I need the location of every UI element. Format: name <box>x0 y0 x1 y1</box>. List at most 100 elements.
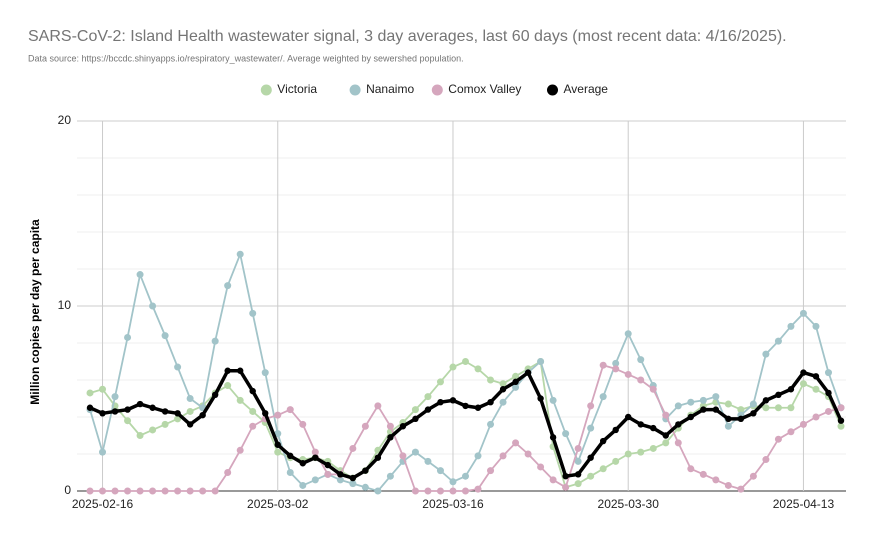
data-point <box>99 487 107 495</box>
data-point <box>562 483 570 491</box>
data-point <box>637 356 645 364</box>
data-point <box>224 382 232 390</box>
data-point <box>349 480 357 488</box>
data-point <box>362 467 369 474</box>
data-point <box>587 472 595 480</box>
y-tick-label: 0 <box>64 483 71 497</box>
data-point <box>712 406 720 413</box>
data-point <box>437 399 444 406</box>
legend-swatch <box>431 84 443 96</box>
data-point <box>624 370 632 378</box>
data-point <box>236 446 244 454</box>
data-point <box>424 457 432 465</box>
data-point <box>612 426 619 434</box>
data-point <box>86 487 94 495</box>
data-point <box>312 454 319 461</box>
data-point <box>537 395 544 402</box>
data-point <box>349 474 357 482</box>
x-tick-label: 2025-03-02 <box>247 497 309 511</box>
legend-swatch <box>349 84 361 96</box>
data-point <box>712 393 720 401</box>
y-tick-label: 10 <box>58 298 72 312</box>
data-point <box>336 476 344 484</box>
y-tick-label: 20 <box>58 113 72 127</box>
data-point <box>599 393 607 401</box>
data-point <box>612 359 620 367</box>
data-point <box>762 397 770 404</box>
data-point <box>499 452 507 460</box>
data-point <box>462 358 469 365</box>
data-point <box>487 420 495 428</box>
data-point <box>637 376 645 384</box>
data-point <box>186 421 194 428</box>
data-point <box>249 422 257 430</box>
data-point <box>650 424 657 432</box>
data-point <box>412 415 419 423</box>
data-point <box>812 373 820 380</box>
data-point <box>399 423 407 430</box>
data-point <box>411 406 419 414</box>
x-tick-label: 2025-03-16 <box>422 497 484 511</box>
data-point <box>474 404 482 411</box>
data-point <box>311 476 319 484</box>
data-point <box>199 411 206 419</box>
data-point <box>174 487 182 495</box>
data-point <box>712 476 720 484</box>
data-point <box>286 406 294 414</box>
data-point <box>824 407 832 415</box>
data-point <box>361 422 369 430</box>
data-point <box>512 439 520 447</box>
data-point <box>111 408 119 415</box>
data-point <box>674 402 682 410</box>
data-point <box>800 369 807 376</box>
data-point <box>762 404 770 412</box>
data-point <box>725 415 732 423</box>
legend-label: Nanaimo <box>366 82 414 96</box>
data-point <box>625 413 632 421</box>
data-point <box>587 454 594 461</box>
data-point <box>699 396 707 404</box>
data-point <box>136 487 144 495</box>
data-point <box>737 415 745 423</box>
data-point <box>387 434 394 441</box>
data-point <box>774 404 782 412</box>
data-point <box>687 465 695 473</box>
data-point <box>324 470 332 478</box>
data-point <box>462 487 469 495</box>
data-point <box>436 487 444 495</box>
data-point <box>337 471 344 478</box>
data-point <box>674 439 682 447</box>
data-point <box>724 481 732 489</box>
data-point <box>787 386 795 393</box>
data-point <box>487 399 494 406</box>
chart-title: SARS-CoV-2: Island Health wastewater sig… <box>28 28 787 45</box>
data-point <box>136 400 144 408</box>
data-point <box>512 378 519 386</box>
data-point <box>174 363 182 371</box>
data-point <box>286 469 294 476</box>
data-point <box>299 460 306 467</box>
data-point <box>274 411 282 419</box>
data-point <box>474 365 482 373</box>
data-point <box>449 363 457 371</box>
data-point <box>675 421 682 428</box>
data-point <box>787 404 795 412</box>
data-point <box>774 337 782 345</box>
data-point <box>211 487 219 495</box>
data-point <box>436 378 444 386</box>
data-point <box>499 380 507 388</box>
data-point <box>549 476 557 484</box>
data-point <box>374 402 382 410</box>
data-point <box>411 487 419 495</box>
data-point <box>474 452 482 460</box>
data-point <box>411 448 419 456</box>
x-tick-label: 2025-03-30 <box>598 497 660 511</box>
data-point <box>699 470 707 478</box>
data-point <box>211 391 219 398</box>
data-point <box>574 471 582 478</box>
data-point <box>224 282 232 290</box>
data-point <box>549 396 557 404</box>
data-point <box>136 432 144 439</box>
data-point <box>449 487 457 495</box>
